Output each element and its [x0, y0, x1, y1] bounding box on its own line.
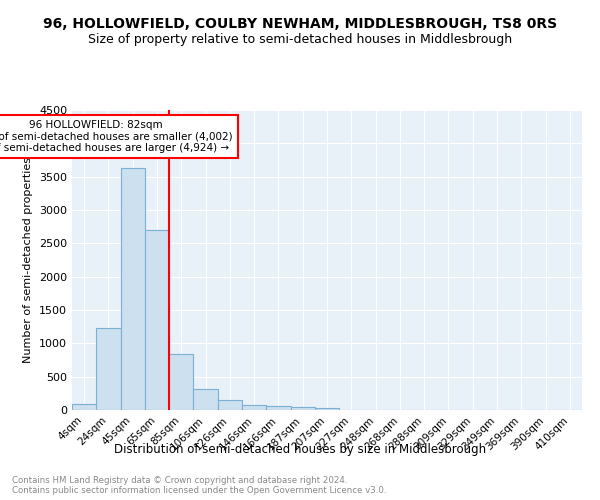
- Bar: [193, 388, 218, 410]
- Text: 96 HOLLOWFIELD: 82sqm
← 44% of semi-detached houses are smaller (4,002)
54% of s: 96 HOLLOWFIELD: 82sqm ← 44% of semi-deta…: [0, 120, 233, 153]
- Bar: [266, 406, 290, 410]
- Text: Contains HM Land Registry data © Crown copyright and database right 2024.
Contai: Contains HM Land Registry data © Crown c…: [12, 476, 386, 495]
- Text: Distribution of semi-detached houses by size in Middlesbrough: Distribution of semi-detached houses by …: [114, 444, 486, 456]
- Bar: [96, 328, 121, 410]
- Bar: [242, 405, 266, 410]
- Bar: [121, 168, 145, 410]
- Bar: [169, 354, 193, 410]
- Y-axis label: Number of semi-detached properties: Number of semi-detached properties: [23, 157, 34, 363]
- Text: 96, HOLLOWFIELD, COULBY NEWHAM, MIDDLESBROUGH, TS8 0RS: 96, HOLLOWFIELD, COULBY NEWHAM, MIDDLESB…: [43, 18, 557, 32]
- Bar: [218, 400, 242, 410]
- Bar: [72, 404, 96, 410]
- Bar: [290, 407, 315, 410]
- Bar: [145, 230, 169, 410]
- Bar: [315, 408, 339, 410]
- Text: Size of property relative to semi-detached houses in Middlesbrough: Size of property relative to semi-detach…: [88, 32, 512, 46]
